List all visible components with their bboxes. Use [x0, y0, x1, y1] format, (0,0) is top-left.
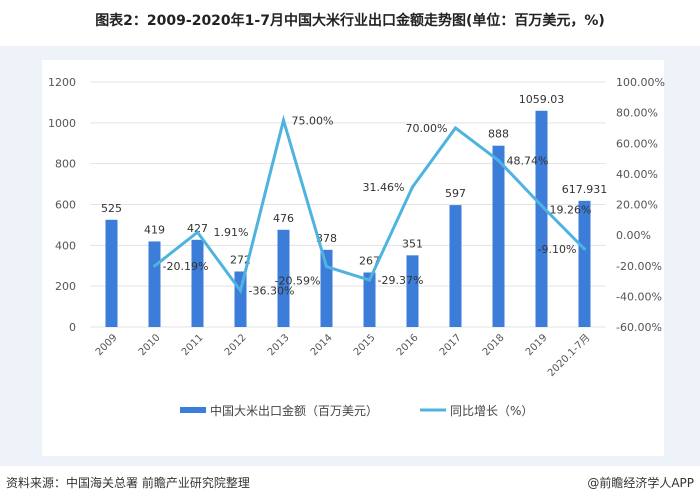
brand-label: @前瞻经济学人APP — [587, 476, 694, 490]
x-tick-label: 2014 — [309, 332, 335, 358]
x-tick-label: 2015 — [352, 332, 378, 358]
growth-point — [540, 204, 543, 208]
bar-value-label: 1059.03 — [519, 93, 565, 106]
y-left-tick-label: 1000 — [48, 117, 76, 130]
bar-value-label: 888 — [488, 128, 509, 141]
growth-value-label: -36.30% — [249, 285, 295, 298]
y-right-tick-label: -20.00% — [616, 260, 662, 273]
growth-value-label: -20.59% — [275, 275, 321, 288]
y-right-tick-label: -40.00% — [616, 290, 662, 303]
growth-value-label: 31.46% — [363, 181, 405, 194]
growth-point — [325, 265, 328, 269]
growth-point — [153, 264, 156, 268]
chart-panel — [42, 60, 664, 456]
y-left-tick-label: 200 — [55, 280, 76, 293]
y-left-tick-label: 800 — [55, 158, 76, 171]
y-left-tick-label: 600 — [55, 199, 76, 212]
x-tick-label: 2017 — [438, 332, 464, 358]
bar-value-label: 476 — [273, 212, 294, 225]
growth-point — [368, 278, 371, 282]
bar-value-label: 272 — [230, 253, 251, 266]
y-right-tick-label: 60.00% — [616, 137, 658, 150]
x-tick-label: 2020.1-7月 — [545, 332, 592, 379]
bar-value-label: 378 — [316, 232, 337, 245]
growth-point — [454, 126, 457, 130]
x-tick-label: 2011 — [180, 332, 206, 358]
growth-value-label: 70.00% — [406, 122, 448, 135]
x-tick-label: 2019 — [524, 332, 550, 358]
growth-point — [239, 289, 242, 293]
growth-point — [282, 118, 285, 122]
y-right-tick-label: 40.00% — [616, 168, 658, 181]
y-left-tick-label: 1200 — [48, 76, 76, 89]
bar-value-label: 427 — [187, 222, 208, 235]
growth-point — [411, 185, 414, 189]
growth-value-label: -20.19% — [163, 260, 209, 273]
y-right-tick-label: -60.00% — [616, 321, 662, 334]
chart-title: 图表2：2009-2020年1-7月中国大米行业出口金额走势图(单位：百万美元，… — [95, 13, 605, 29]
legend-line-label: 同比增长（%） — [450, 404, 533, 418]
growth-value-label: 19.26% — [550, 204, 592, 217]
y-right-tick-label: 0.00% — [616, 229, 651, 242]
bar — [449, 205, 462, 327]
bar-value-label: 525 — [101, 202, 122, 215]
legend-bar-swatch — [180, 407, 206, 413]
y-right-tick-label: 80.00% — [616, 107, 658, 120]
x-tick-label: 2009 — [94, 332, 120, 358]
bar — [105, 219, 118, 327]
growth-value-label: -9.10% — [538, 243, 577, 256]
growth-value-label: 48.74% — [507, 154, 549, 167]
bar-value-label: 267 — [359, 254, 380, 267]
bar — [578, 200, 591, 327]
bar-value-label: 419 — [144, 223, 165, 236]
growth-point — [196, 230, 199, 234]
x-tick-label: 2013 — [266, 332, 292, 358]
bar-value-label: 617.931 — [562, 183, 608, 196]
bar-value-label: 351 — [402, 237, 423, 250]
growth-value-label: 75.00% — [292, 114, 334, 127]
y-left-tick-label: 400 — [55, 239, 76, 252]
growth-value-label: -29.37% — [378, 274, 424, 287]
y-right-tick-label: 100.00% — [616, 76, 665, 89]
bar — [191, 239, 204, 327]
bar — [492, 145, 505, 327]
legend-bar-label: 中国大米出口金额（百万美元） — [210, 403, 378, 418]
x-tick-label: 2012 — [223, 332, 249, 358]
growth-value-label: 1.91% — [214, 226, 249, 239]
x-tick-label: 2016 — [395, 332, 421, 358]
source-note: 资料来源：中国海关总署 前瞻产业研究院整理 — [6, 476, 250, 490]
x-tick-label: 2010 — [137, 332, 163, 358]
growth-point — [583, 247, 586, 251]
y-left-tick-label: 0 — [69, 321, 76, 334]
bar — [406, 255, 419, 327]
chart: 0 200 400 600 800 1000 1200 -60.00% -40.00% -20.0… — [48, 76, 665, 418]
y-right-tick-label: 20.00% — [616, 199, 658, 212]
bar — [277, 229, 290, 327]
bar — [535, 110, 548, 327]
growth-point — [497, 158, 500, 162]
x-tick-label: 2018 — [481, 332, 507, 358]
bar — [363, 272, 376, 327]
bar — [148, 241, 161, 327]
bar-value-label: 597 — [445, 187, 466, 200]
